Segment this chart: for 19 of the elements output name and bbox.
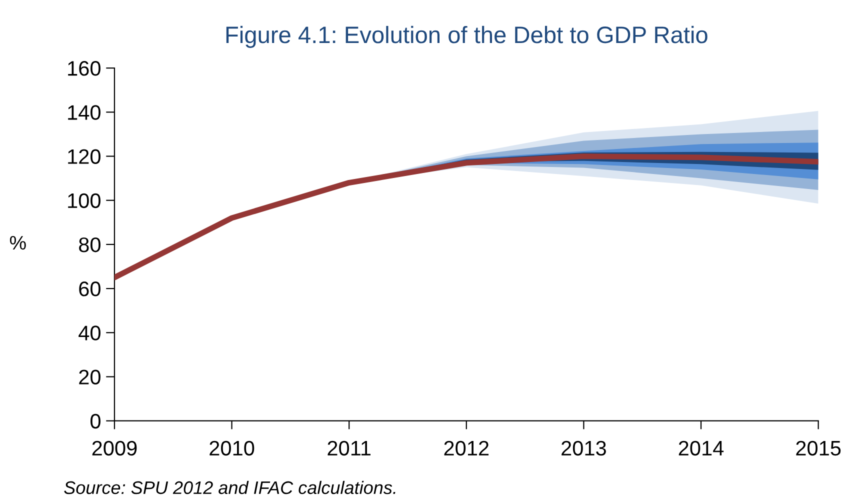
x-tick-label: 2010: [210, 440, 254, 456]
x-tick-label: 2015: [796, 440, 841, 456]
y-tick-label: 20: [79, 370, 100, 384]
source-note: Source: SPU 2012 and IFAC calculations.: [64, 480, 396, 494]
y-tick-label: 140: [68, 105, 100, 120]
y-tick-label: 40: [78, 326, 100, 340]
x-tick-label: 2014: [678, 440, 724, 456]
y-tick-label: 120: [68, 149, 100, 164]
x-tick-label: 2009: [92, 440, 137, 456]
x-tick-label: 2012: [444, 440, 489, 456]
x-tick-label: 2011: [328, 440, 370, 456]
y-tick-label: 80: [79, 237, 100, 252]
y-axis-title: %: [10, 236, 26, 250]
y-tick-label: 60: [79, 282, 100, 296]
y-tick-label: 100: [68, 193, 100, 208]
chart-title: Figure 4.1: Evolution of the Debt to GDP Ratio: [226, 26, 708, 48]
x-tick-label: 2013: [562, 440, 606, 456]
y-tick-label: 160: [68, 61, 100, 76]
y-tick-label: 0: [90, 414, 100, 429]
